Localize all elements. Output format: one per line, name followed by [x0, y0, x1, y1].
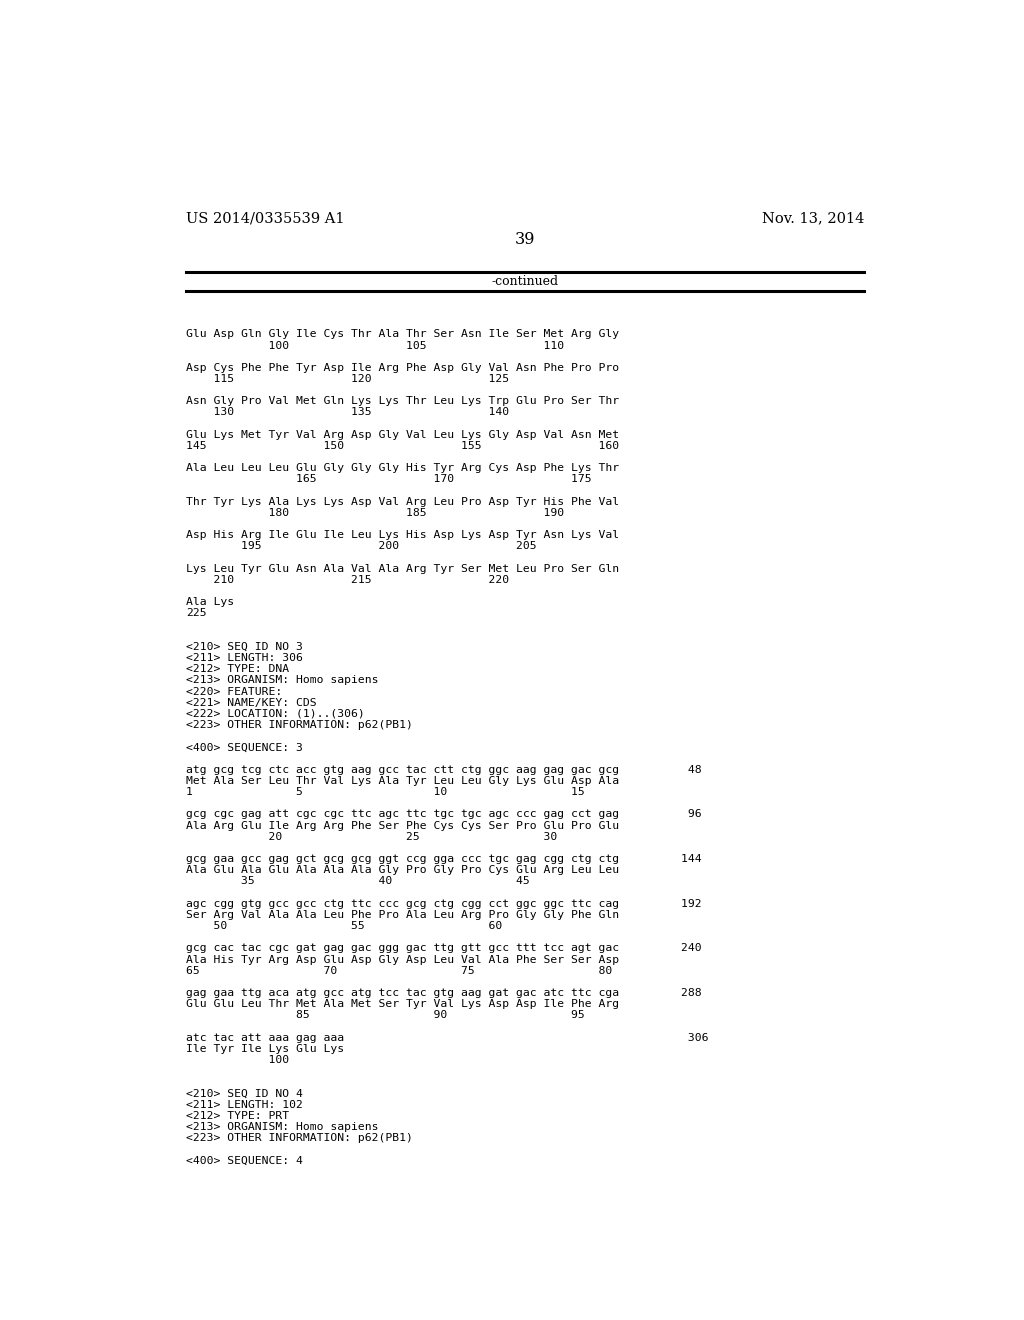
Text: <211> LENGTH: 102: <211> LENGTH: 102	[186, 1100, 303, 1110]
Text: agc cgg gtg gcc gcc ctg ttc ccc gcg ctg cgg cct ggc ggc ttc cag         192: agc cgg gtg gcc gcc ctg ttc ccc gcg ctg …	[186, 899, 701, 908]
Text: atc tac att aaa gag aaa                                                  306: atc tac att aaa gag aaa 306	[186, 1032, 709, 1043]
Text: Ala Leu Leu Leu Glu Gly Gly Gly His Tyr Arg Cys Asp Phe Lys Thr: Ala Leu Leu Leu Glu Gly Gly Gly His Tyr …	[186, 463, 620, 474]
Text: <212> TYPE: DNA: <212> TYPE: DNA	[186, 664, 289, 675]
Text: <220> FEATURE:: <220> FEATURE:	[186, 686, 283, 697]
Text: <223> OTHER INFORMATION: p62(PB1): <223> OTHER INFORMATION: p62(PB1)	[186, 721, 413, 730]
Text: Ala Lys: Ala Lys	[186, 597, 234, 607]
Text: gag gaa ttg aca atg gcc atg tcc tac gtg aag gat gac atc ttc cga         288: gag gaa ttg aca atg gcc atg tcc tac gtg …	[186, 989, 701, 998]
Text: gcg cgc gag att cgc cgc ttc agc ttc tgc tgc agc ccc gag cct gag          96: gcg cgc gag att cgc cgc ttc agc ttc tgc …	[186, 809, 701, 820]
Text: 165                 170                 175: 165 170 175	[186, 474, 592, 484]
Text: <213> ORGANISM: Homo sapiens: <213> ORGANISM: Homo sapiens	[186, 1122, 379, 1133]
Text: gcg cac tac cgc gat gag gac ggg gac ttg gtt gcc ttt tcc agt gac         240: gcg cac tac cgc gat gag gac ggg gac ttg …	[186, 944, 701, 953]
Text: gcg gaa gcc gag gct gcg gcg ggt ccg gga ccc tgc gag cgg ctg ctg         144: gcg gaa gcc gag gct gcg gcg ggt ccg gga …	[186, 854, 701, 865]
Text: 115                 120                 125: 115 120 125	[186, 374, 509, 384]
Text: Ile Tyr Ile Lys Glu Lys: Ile Tyr Ile Lys Glu Lys	[186, 1044, 344, 1053]
Text: Asp His Arg Ile Glu Ile Leu Lys His Asp Lys Asp Tyr Asn Lys Val: Asp His Arg Ile Glu Ile Leu Lys His Asp …	[186, 531, 620, 540]
Text: Glu Glu Leu Thr Met Ala Met Ser Tyr Val Lys Asp Asp Ile Phe Arg: Glu Glu Leu Thr Met Ala Met Ser Tyr Val …	[186, 999, 620, 1010]
Text: 85                  90                  95: 85 90 95	[186, 1010, 585, 1020]
Text: <400> SEQUENCE: 3: <400> SEQUENCE: 3	[186, 742, 303, 752]
Text: 1               5                   10                  15: 1 5 10 15	[186, 787, 585, 797]
Text: 130                 135                 140: 130 135 140	[186, 408, 509, 417]
Text: 39: 39	[514, 231, 536, 248]
Text: 50                  55                  60: 50 55 60	[186, 921, 503, 931]
Text: -continued: -continued	[492, 275, 558, 288]
Text: 180                 185                 190: 180 185 190	[186, 508, 564, 517]
Text: Met Ala Ser Leu Thr Val Lys Ala Tyr Leu Leu Gly Lys Glu Asp Ala: Met Ala Ser Leu Thr Val Lys Ala Tyr Leu …	[186, 776, 620, 785]
Text: Glu Asp Gln Gly Ile Cys Thr Ala Thr Ser Asn Ile Ser Met Arg Gly: Glu Asp Gln Gly Ile Cys Thr Ala Thr Ser …	[186, 330, 620, 339]
Text: Lys Leu Tyr Glu Asn Ala Val Ala Arg Tyr Ser Met Leu Pro Ser Gln: Lys Leu Tyr Glu Asn Ala Val Ala Arg Tyr …	[186, 564, 620, 574]
Text: 195                 200                 205: 195 200 205	[186, 541, 537, 552]
Text: US 2014/0335539 A1: US 2014/0335539 A1	[186, 211, 345, 226]
Text: 100                 105                 110: 100 105 110	[186, 341, 564, 351]
Text: <221> NAME/KEY: CDS: <221> NAME/KEY: CDS	[186, 698, 316, 708]
Text: 35                  40                  45: 35 40 45	[186, 876, 529, 887]
Text: Asp Cys Phe Phe Tyr Asp Ile Arg Phe Asp Gly Val Asn Phe Pro Pro: Asp Cys Phe Phe Tyr Asp Ile Arg Phe Asp …	[186, 363, 620, 372]
Text: Ser Arg Val Ala Ala Leu Phe Pro Ala Leu Arg Pro Gly Gly Phe Gln: Ser Arg Val Ala Ala Leu Phe Pro Ala Leu …	[186, 909, 620, 920]
Text: 65                  70                  75                  80: 65 70 75 80	[186, 966, 612, 975]
Text: Asn Gly Pro Val Met Gln Lys Lys Thr Leu Lys Trp Glu Pro Ser Thr: Asn Gly Pro Val Met Gln Lys Lys Thr Leu …	[186, 396, 620, 407]
Text: <212> TYPE: PRT: <212> TYPE: PRT	[186, 1111, 289, 1121]
Text: 100: 100	[186, 1055, 289, 1065]
Text: Glu Lys Met Tyr Val Arg Asp Gly Val Leu Lys Gly Asp Val Asn Met: Glu Lys Met Tyr Val Arg Asp Gly Val Leu …	[186, 430, 620, 440]
Text: <210> SEQ ID NO 3: <210> SEQ ID NO 3	[186, 642, 303, 652]
Text: 145                 150                 155                 160: 145 150 155 160	[186, 441, 620, 451]
Text: 20                  25                  30: 20 25 30	[186, 832, 557, 842]
Text: 210                 215                 220: 210 215 220	[186, 576, 509, 585]
Text: <210> SEQ ID NO 4: <210> SEQ ID NO 4	[186, 1089, 303, 1098]
Text: <213> ORGANISM: Homo sapiens: <213> ORGANISM: Homo sapiens	[186, 676, 379, 685]
Text: <211> LENGTH: 306: <211> LENGTH: 306	[186, 653, 303, 663]
Text: Thr Tyr Lys Ala Lys Lys Asp Val Arg Leu Pro Asp Tyr His Phe Val: Thr Tyr Lys Ala Lys Lys Asp Val Arg Leu …	[186, 496, 620, 507]
Text: 225: 225	[186, 609, 207, 619]
Text: atg gcg tcg ctc acc gtg aag gcc tac ctt ctg ggc aag gag gac gcg          48: atg gcg tcg ctc acc gtg aag gcc tac ctt …	[186, 764, 701, 775]
Text: <222> LOCATION: (1)..(306): <222> LOCATION: (1)..(306)	[186, 709, 365, 719]
Text: <223> OTHER INFORMATION: p62(PB1): <223> OTHER INFORMATION: p62(PB1)	[186, 1133, 413, 1143]
Text: <400> SEQUENCE: 4: <400> SEQUENCE: 4	[186, 1155, 303, 1166]
Text: Ala Glu Ala Glu Ala Ala Ala Gly Pro Gly Pro Cys Glu Arg Leu Leu: Ala Glu Ala Glu Ala Ala Ala Gly Pro Gly …	[186, 866, 620, 875]
Text: Ala Arg Glu Ile Arg Arg Phe Ser Phe Cys Cys Ser Pro Glu Pro Glu: Ala Arg Glu Ile Arg Arg Phe Ser Phe Cys …	[186, 821, 620, 830]
Text: Ala His Tyr Arg Asp Glu Asp Gly Asp Leu Val Ala Phe Ser Ser Asp: Ala His Tyr Arg Asp Glu Asp Gly Asp Leu …	[186, 954, 620, 965]
Text: Nov. 13, 2014: Nov. 13, 2014	[762, 211, 864, 226]
